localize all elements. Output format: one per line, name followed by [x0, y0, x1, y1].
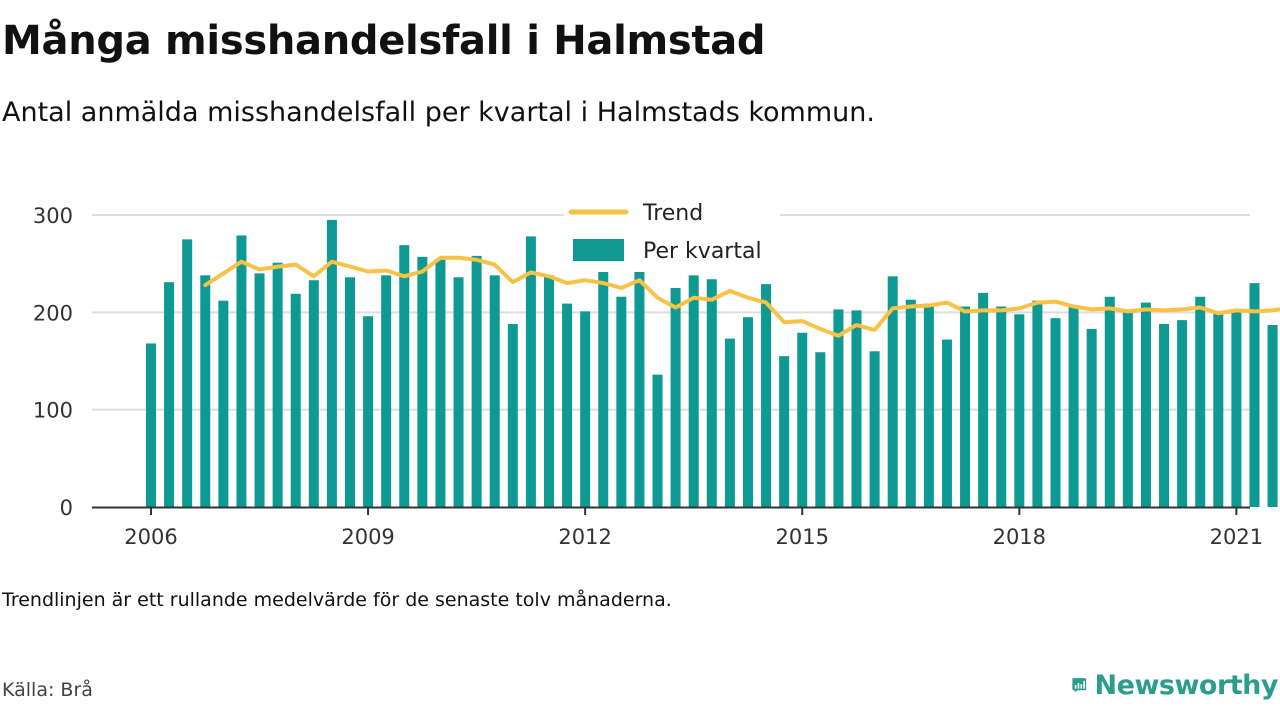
bar — [471, 255, 482, 507]
bar — [598, 249, 609, 508]
bar — [453, 277, 464, 507]
y-tick-label: 0 — [60, 496, 73, 520]
newsworthy-chart-logo-icon — [1072, 678, 1087, 693]
x-tick-label: 2015 — [776, 525, 829, 549]
trend-series — [203, 255, 1280, 338]
legend: Trend Per kvartal — [564, 196, 780, 272]
bar — [381, 275, 392, 507]
bar — [525, 236, 536, 507]
bar — [941, 339, 952, 507]
bar — [290, 293, 301, 507]
bar — [164, 282, 175, 507]
bar — [543, 275, 554, 507]
legend-bar-label: Per kvartal — [643, 239, 762, 264]
x-tick-label: 2012 — [558, 525, 611, 549]
bar — [1086, 328, 1097, 507]
bar — [562, 303, 573, 507]
bar — [652, 374, 663, 507]
bar — [507, 324, 518, 507]
bar — [236, 235, 247, 507]
bar — [1195, 296, 1206, 507]
bar — [670, 288, 681, 507]
bar — [344, 277, 355, 507]
bar — [833, 309, 844, 507]
bar — [1014, 314, 1025, 507]
bar — [363, 316, 374, 507]
bar — [1050, 318, 1061, 507]
bar — [1267, 324, 1278, 507]
bar — [1122, 311, 1133, 507]
x-tick-label: 2021 — [1210, 525, 1263, 549]
bar — [742, 317, 753, 507]
bar — [779, 356, 790, 507]
bar — [905, 299, 916, 507]
bar — [146, 343, 156, 507]
bar — [435, 259, 446, 507]
bar — [417, 256, 428, 507]
x-tick-label: 2006 — [124, 525, 177, 549]
bar — [326, 219, 337, 507]
bar — [272, 262, 283, 507]
bar — [688, 275, 699, 507]
chart-title: Många misshandelsfall i Halmstad — [2, 18, 766, 64]
bar — [1213, 311, 1224, 507]
bar — [308, 280, 319, 507]
bar-chart: 01002003002006200920122015201820212023 T… — [32, 196, 1280, 549]
bar — [182, 239, 193, 508]
brand-name: Newsworthy — [1094, 669, 1279, 701]
bar — [634, 270, 645, 507]
brand-logo: Newsworthy — [1072, 664, 1279, 706]
footnote: Trendlinjen är ett rullande medelvärde f… — [2, 589, 672, 611]
bar — [399, 245, 410, 507]
bar — [1032, 300, 1043, 507]
bar — [797, 332, 808, 507]
bar — [1177, 320, 1188, 507]
x-tick-label: 2009 — [341, 525, 394, 549]
bar — [1159, 324, 1170, 507]
bar — [1231, 312, 1242, 507]
y-tick-label: 200 — [33, 301, 73, 325]
y-tick-label: 300 — [33, 204, 73, 228]
chart-subtitle: Antal anmälda misshandelsfall per kvarta… — [2, 97, 875, 128]
bar — [761, 284, 772, 507]
bar — [1140, 302, 1151, 507]
bar — [254, 273, 265, 507]
x-tick-label: 2018 — [993, 525, 1046, 549]
bar — [923, 303, 934, 507]
bar — [1104, 296, 1115, 507]
bar — [996, 306, 1007, 507]
axes: 01002003002006200920122015201820212023 — [33, 204, 1263, 549]
bar — [851, 310, 862, 507]
bar — [200, 275, 211, 507]
source-credit: Källa: Brå — [2, 679, 93, 701]
bar — [218, 300, 229, 507]
bar — [960, 306, 971, 507]
bar — [616, 296, 627, 507]
bar — [724, 338, 735, 507]
bar — [887, 276, 898, 507]
trend-line — [203, 255, 1280, 338]
bar — [489, 275, 500, 507]
bar — [706, 279, 717, 507]
bar — [580, 311, 591, 507]
legend-bar-swatch — [573, 239, 624, 261]
bar — [1068, 305, 1079, 507]
bar — [1249, 283, 1260, 507]
bar — [978, 292, 989, 507]
bar-series — [146, 219, 1278, 508]
y-tick-label: 100 — [33, 399, 73, 423]
bar — [815, 352, 826, 507]
bar — [869, 351, 880, 507]
legend-trend-label: Trend — [642, 201, 703, 226]
